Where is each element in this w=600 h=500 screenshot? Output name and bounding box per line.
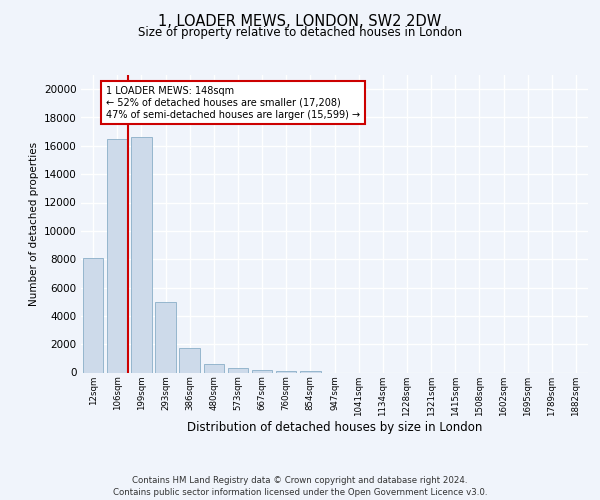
Text: Contains HM Land Registry data © Crown copyright and database right 2024.: Contains HM Land Registry data © Crown c… — [132, 476, 468, 485]
Text: Contains public sector information licensed under the Open Government Licence v3: Contains public sector information licen… — [113, 488, 487, 497]
Text: 1 LOADER MEWS: 148sqm
← 52% of detached houses are smaller (17,208)
47% of semi-: 1 LOADER MEWS: 148sqm ← 52% of detached … — [106, 86, 361, 120]
Bar — [227, 368, 248, 372]
Bar — [252, 370, 272, 372]
X-axis label: Distribution of detached houses by size in London: Distribution of detached houses by size … — [187, 421, 482, 434]
Bar — [131, 138, 152, 372]
Bar — [276, 370, 296, 372]
Bar — [107, 138, 127, 372]
Bar — [179, 348, 200, 372]
Text: Size of property relative to detached houses in London: Size of property relative to detached ho… — [138, 26, 462, 39]
Bar — [203, 364, 224, 372]
Y-axis label: Number of detached properties: Number of detached properties — [29, 142, 38, 306]
Bar — [155, 302, 176, 372]
Text: 1, LOADER MEWS, LONDON, SW2 2DW: 1, LOADER MEWS, LONDON, SW2 2DW — [158, 14, 442, 29]
Bar — [83, 258, 103, 372]
